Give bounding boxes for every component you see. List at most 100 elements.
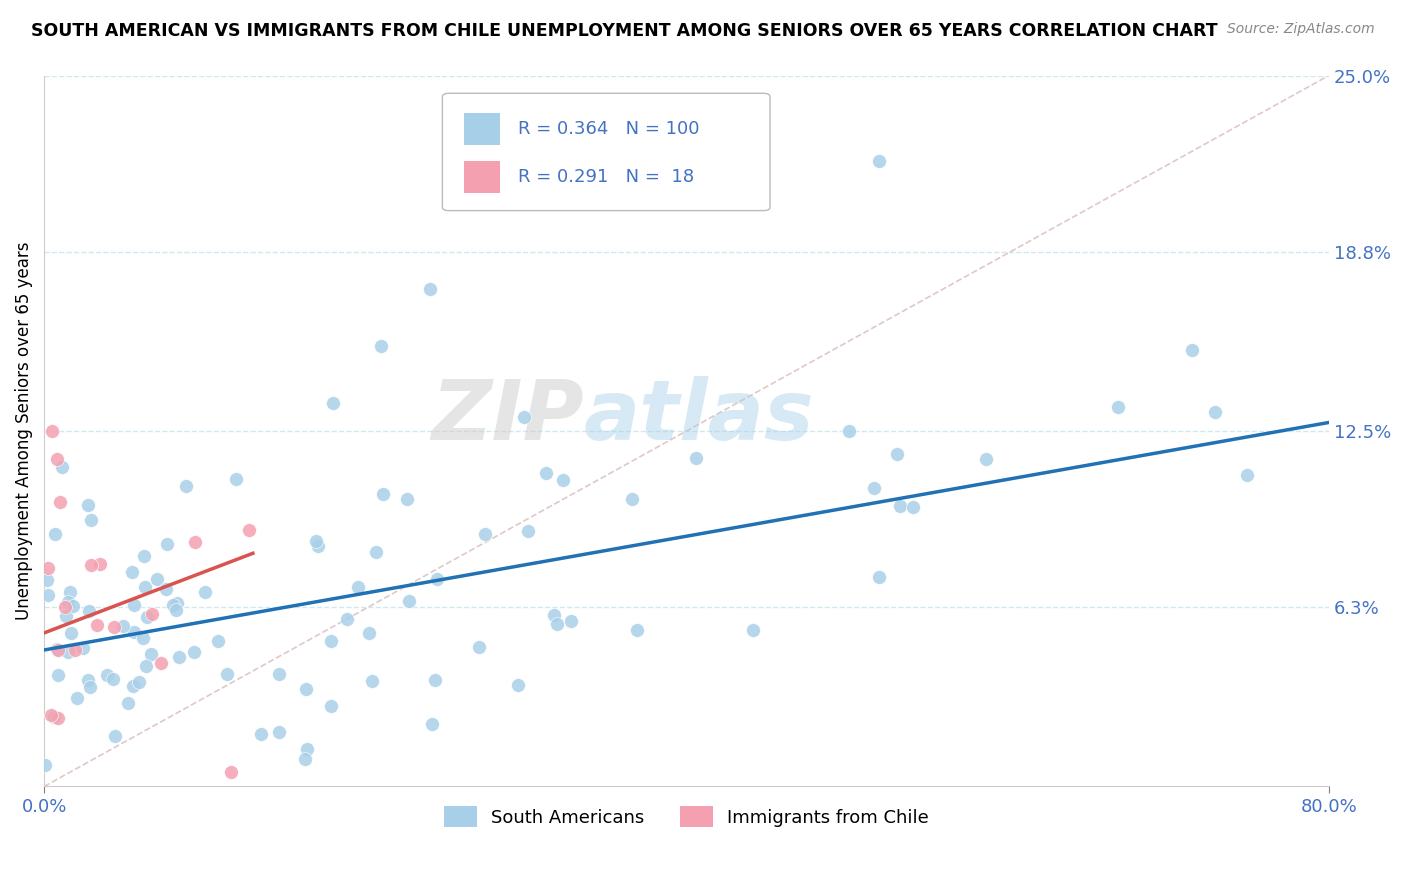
Point (44, 710, 66, 724)
Bar (464, 113, 501, 145)
Point (183, 645, 205, 659)
Point (621, 492, 644, 507)
Point (269, 667, 291, 681)
Point (80, 513, 103, 527)
Point (136, 610, 159, 624)
Point (219, 765, 242, 780)
Point (86, 618, 108, 632)
Point (506, 678, 529, 692)
Point (322, 395, 344, 409)
Point (297, 742, 319, 756)
Point (868, 153, 890, 168)
Text: R = 0.291   N =  18: R = 0.291 N = 18 (519, 168, 695, 186)
Point (112, 618, 135, 632)
Point (1236, 468, 1258, 483)
Point (319, 698, 342, 713)
Point (364, 545, 387, 559)
Point (34, 757, 56, 772)
Point (250, 727, 273, 741)
Point (77, 673, 100, 687)
Point (104, 729, 127, 743)
Point (46, 641, 69, 656)
Point (121, 565, 143, 579)
Point (59, 585, 82, 599)
Point (863, 481, 886, 495)
Text: R = 0.364   N = 100: R = 0.364 N = 100 (519, 120, 700, 138)
Point (742, 623, 765, 637)
Point (1204, 405, 1226, 419)
Point (156, 537, 179, 551)
Point (122, 679, 145, 693)
Point (162, 598, 184, 612)
Point (238, 524, 260, 538)
Point (551, 473, 574, 487)
Point (117, 696, 139, 710)
Point (80, 558, 103, 573)
Text: Source: ZipAtlas.com: Source: ZipAtlas.com (1227, 22, 1375, 37)
Point (132, 549, 155, 563)
Point (55, 609, 77, 624)
Point (560, 614, 582, 628)
Point (46, 667, 69, 681)
Text: ZIP: ZIP (432, 376, 583, 458)
Point (96, 668, 118, 682)
Point (295, 682, 318, 697)
Point (166, 596, 188, 610)
Point (346, 581, 368, 595)
Point (517, 524, 540, 539)
Point (122, 625, 145, 640)
Point (101, 673, 124, 687)
Point (77, 499, 100, 513)
Point (134, 580, 156, 594)
Point (426, 572, 449, 586)
Point (889, 499, 911, 513)
Point (319, 634, 342, 648)
Point (37, 589, 59, 603)
Point (89, 557, 111, 571)
Point (132, 632, 155, 646)
Point (51, 459, 73, 474)
Point (49, 495, 72, 509)
Point (194, 584, 217, 599)
Point (59, 625, 82, 640)
Point (183, 535, 205, 549)
Point (207, 634, 229, 648)
Point (901, 500, 924, 514)
Point (474, 527, 496, 541)
Point (534, 466, 557, 480)
Point (135, 659, 157, 673)
Point (37, 561, 59, 575)
Point (513, 409, 536, 424)
Point (155, 582, 177, 597)
Point (39, 707, 62, 722)
Point (868, 570, 890, 584)
Point (53, 599, 76, 614)
Point (685, 450, 707, 465)
Y-axis label: Unemployment Among Seniors over 65 years: Unemployment Among Seniors over 65 years (15, 242, 32, 620)
Point (308, 539, 330, 553)
Point (167, 650, 190, 665)
Point (838, 425, 860, 439)
Point (267, 725, 290, 739)
Point (77, 604, 100, 618)
Point (225, 472, 247, 486)
Point (103, 620, 125, 634)
Point (128, 675, 150, 690)
Legend: South Americans, Immigrants from Chile: South Americans, Immigrants from Chile (437, 799, 936, 834)
Point (543, 608, 565, 623)
Point (37, 573, 59, 587)
Point (422, 717, 444, 731)
Bar (464, 161, 501, 193)
Point (41, 424, 63, 438)
Point (149, 656, 172, 670)
Point (305, 534, 328, 549)
Point (370, 339, 392, 353)
Text: atlas: atlas (583, 376, 814, 458)
Text: SOUTH AMERICAN VS IMMIGRANTS FROM CHILE UNEMPLOYMENT AMONG SENIORS OVER 65 YEARS: SOUTH AMERICAN VS IMMIGRANTS FROM CHILE … (31, 22, 1218, 40)
Point (176, 478, 198, 492)
Point (58, 595, 80, 609)
Point (467, 640, 489, 654)
Point (141, 607, 163, 622)
Point (294, 752, 316, 766)
Point (62, 599, 84, 614)
